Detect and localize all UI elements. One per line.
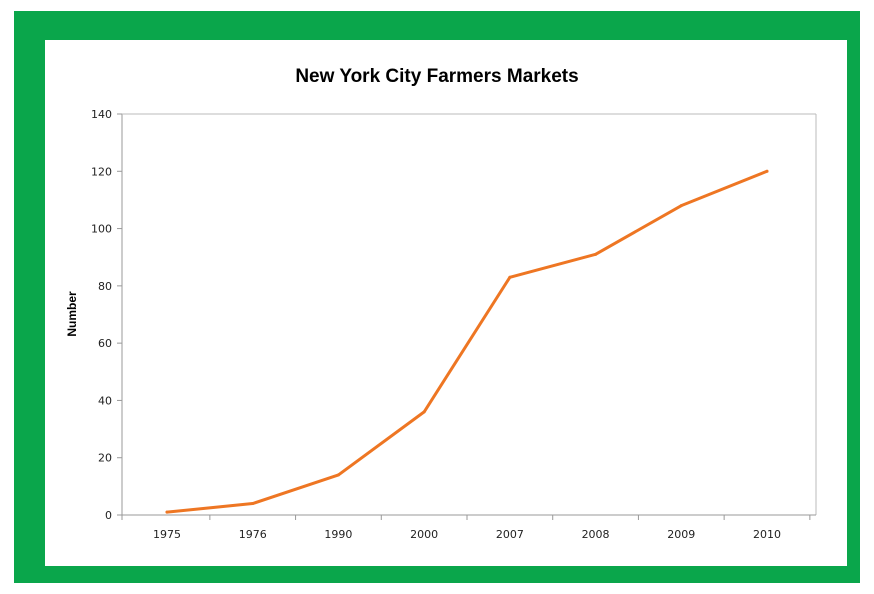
y-tick-label: 100	[91, 223, 112, 236]
data-point	[765, 169, 769, 173]
chart-title: New York City Farmers Markets	[295, 66, 579, 87]
data-point	[422, 410, 426, 414]
chart-panel	[45, 40, 847, 566]
y-tick-label: 80	[98, 280, 112, 293]
y-tick-label: 0	[105, 509, 112, 522]
x-ticks: 1975 1976 1990 2000 2007 2008 2009 2010	[121, 515, 811, 541]
x-tick-label: 2000	[410, 528, 438, 541]
data-point	[165, 510, 169, 514]
x-tick-label: 2009	[667, 528, 695, 541]
data-point	[336, 473, 340, 477]
y-ticks: 0 20 40 60 80 100 120 140	[91, 108, 122, 522]
data-point	[251, 502, 255, 506]
y-tick-label: 140	[91, 108, 112, 121]
x-tick-label: 2007	[496, 528, 524, 541]
y-tick-label: 40	[98, 394, 112, 407]
data-point	[594, 252, 598, 256]
y-tick-label: 60	[98, 337, 112, 350]
x-tick-label: 1990	[324, 528, 352, 541]
x-tick-label: 1976	[239, 528, 267, 541]
data-point	[508, 275, 512, 279]
y-axis-label: Number	[65, 291, 79, 337]
y-tick-label: 20	[98, 452, 112, 465]
y-tick-label: 120	[91, 165, 112, 178]
x-tick-label: 2010	[753, 528, 781, 541]
chart-axes	[121, 113, 817, 516]
x-tick-label: 1975	[153, 528, 181, 541]
series-line	[165, 169, 769, 514]
data-point	[679, 204, 683, 208]
series-group	[165, 169, 769, 514]
x-tick-label: 2008	[582, 528, 610, 541]
